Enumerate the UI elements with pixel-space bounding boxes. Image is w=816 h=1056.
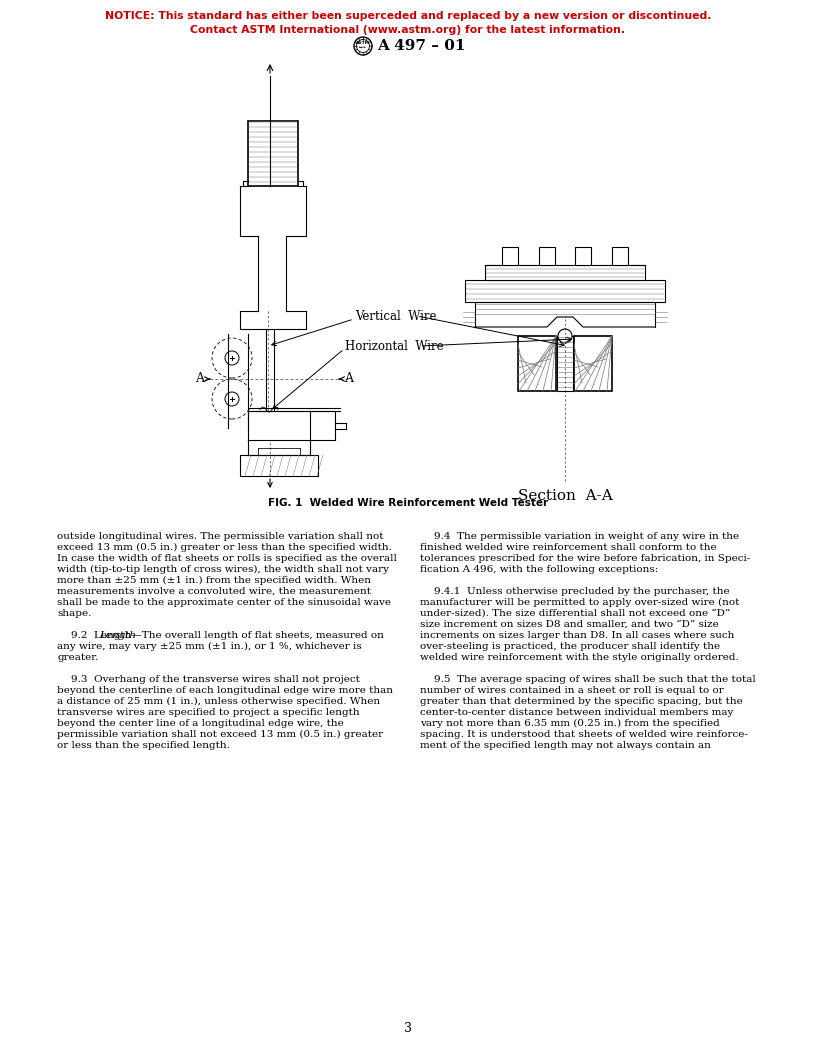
Text: finished welded wire reinforcement shall conform to the: finished welded wire reinforcement shall…	[420, 543, 716, 552]
Bar	[557, 336, 573, 391]
Text: Length: Length	[99, 631, 136, 640]
Text: tolerances prescribed for the wire before fabrication, in Speci-: tolerances prescribed for the wire befor…	[420, 554, 750, 563]
Text: 9.4.1  Unless otherwise precluded by the purchaser, the: 9.4.1 Unless otherwise precluded by the …	[434, 587, 730, 596]
Bar	[485, 265, 645, 280]
Text: outside longitudinal wires. The permissible variation shall not: outside longitudinal wires. The permissi…	[57, 532, 384, 541]
Text: Horizontal  Wire: Horizontal Wire	[345, 339, 444, 353]
Text: manufacturer will be permitted to apply over-sized wire (not: manufacturer will be permitted to apply …	[420, 598, 739, 607]
Text: A: A	[196, 373, 205, 385]
Bar	[240, 455, 318, 476]
Text: permissible variation shall not exceed 13 mm (0.5 in.) greater: permissible variation shall not exceed 1…	[57, 730, 384, 739]
Text: spacing. It is understood that sheets of welded wire reinforce-: spacing. It is understood that sheets of…	[420, 730, 748, 739]
Text: A 497 – 01: A 497 – 01	[377, 39, 465, 53]
Text: ASTM: ASTM	[356, 41, 370, 45]
Text: ►►►: ►►►	[359, 45, 367, 50]
Circle shape	[558, 329, 572, 343]
Bar	[574, 336, 612, 391]
Bar	[502, 247, 518, 265]
Text: any wire, may vary ±25 mm (±1 in.), or 1 %, whichever is: any wire, may vary ±25 mm (±1 in.), or 1…	[57, 642, 361, 652]
Text: shape.: shape.	[57, 609, 91, 618]
Bar	[612, 247, 628, 265]
Text: or less than the specified length.: or less than the specified length.	[57, 741, 230, 750]
Text: number of wires contained in a sheet or roll is equal to or: number of wires contained in a sheet or …	[420, 686, 724, 695]
Text: ment of the specified length may not always contain an: ment of the specified length may not alw…	[420, 741, 711, 750]
Text: greater.: greater.	[57, 653, 99, 662]
Text: NOTICE: This standard has either been superceded and replaced by a new version o: NOTICE: This standard has either been su…	[104, 11, 712, 21]
Text: beyond the centerline of each longitudinal edge wire more than: beyond the centerline of each longitudin…	[57, 686, 393, 695]
Text: vary not more than 6.35 mm (0.25 in.) from the specified: vary not more than 6.35 mm (0.25 in.) fr…	[420, 719, 720, 729]
Text: 3: 3	[404, 1021, 412, 1035]
Text: Contact ASTM International (www.astm.org) for the latest information.: Contact ASTM International (www.astm.org…	[190, 25, 626, 35]
Text: beyond the center line of a longitudinal edge wire, the: beyond the center line of a longitudinal…	[57, 719, 344, 728]
Text: FIG. 1  Welded Wire Reinforcement Weld Tester: FIG. 1 Welded Wire Reinforcement Weld Te…	[268, 498, 548, 508]
Text: 9.3  Overhang of the transverse wires shall not project: 9.3 Overhang of the transverse wires sha…	[71, 675, 360, 684]
Text: welded wire reinforcement with the style originally ordered.: welded wire reinforcement with the style…	[420, 653, 738, 662]
Text: fication A 496, with the following exceptions:: fication A 496, with the following excep…	[420, 565, 659, 574]
Text: center-to-center distance between individual members may: center-to-center distance between indivi…	[420, 708, 734, 717]
Text: shall be made to the approximate center of the sinusoidal wave: shall be made to the approximate center …	[57, 598, 391, 607]
Text: increments on sizes larger than D8. In all cases where such: increments on sizes larger than D8. In a…	[420, 631, 734, 640]
Bar	[575, 247, 591, 265]
Bar	[518, 336, 556, 391]
Text: Section  A-A: Section A-A	[517, 489, 612, 503]
Text: over-steeling is practiced, the producer shall identify the: over-steeling is practiced, the producer…	[420, 642, 721, 650]
Text: measurements involve a convoluted wire, the measurement: measurements involve a convoluted wire, …	[57, 587, 371, 596]
Text: width (tip-to-tip length of cross wires), the width shall not vary: width (tip-to-tip length of cross wires)…	[57, 565, 389, 574]
Text: more than ±25 mm (±1 in.) from the specified width. When: more than ±25 mm (±1 in.) from the speci…	[57, 576, 371, 585]
Text: 9.5  The average spacing of wires shall be such that the total: 9.5 The average spacing of wires shall b…	[434, 675, 756, 684]
Text: a distance of 25 mm (1 in.), unless otherwise specified. When: a distance of 25 mm (1 in.), unless othe…	[57, 697, 380, 706]
Bar	[539, 247, 555, 265]
Text: In case the width of flat sheets or rolls is specified as the overall: In case the width of flat sheets or roll…	[57, 554, 397, 563]
Text: transverse wires are specified to project a specific length: transverse wires are specified to projec…	[57, 708, 360, 717]
Text: Vertical  Wire: Vertical Wire	[355, 309, 437, 322]
Bar	[248, 121, 298, 186]
Text: 9.4  The permissible variation in weight of any wire in the: 9.4 The permissible variation in weight …	[434, 532, 739, 541]
Text: A: A	[344, 373, 353, 385]
Text: under-sized). The size differential shall not exceed one “D”: under-sized). The size differential shal…	[420, 609, 730, 618]
Text: 9.2  Length—The overall length of flat sheets, measured on: 9.2 Length—The overall length of flat sh…	[71, 631, 384, 640]
Text: greater than that determined by the specific spacing, but the: greater than that determined by the spec…	[420, 697, 743, 706]
Bar	[465, 280, 665, 302]
Text: size increment on sizes D8 and smaller, and two “D” size: size increment on sizes D8 and smaller, …	[420, 620, 719, 629]
Text: exceed 13 mm (0.5 in.) greater or less than the specified width.: exceed 13 mm (0.5 in.) greater or less t…	[57, 543, 392, 552]
